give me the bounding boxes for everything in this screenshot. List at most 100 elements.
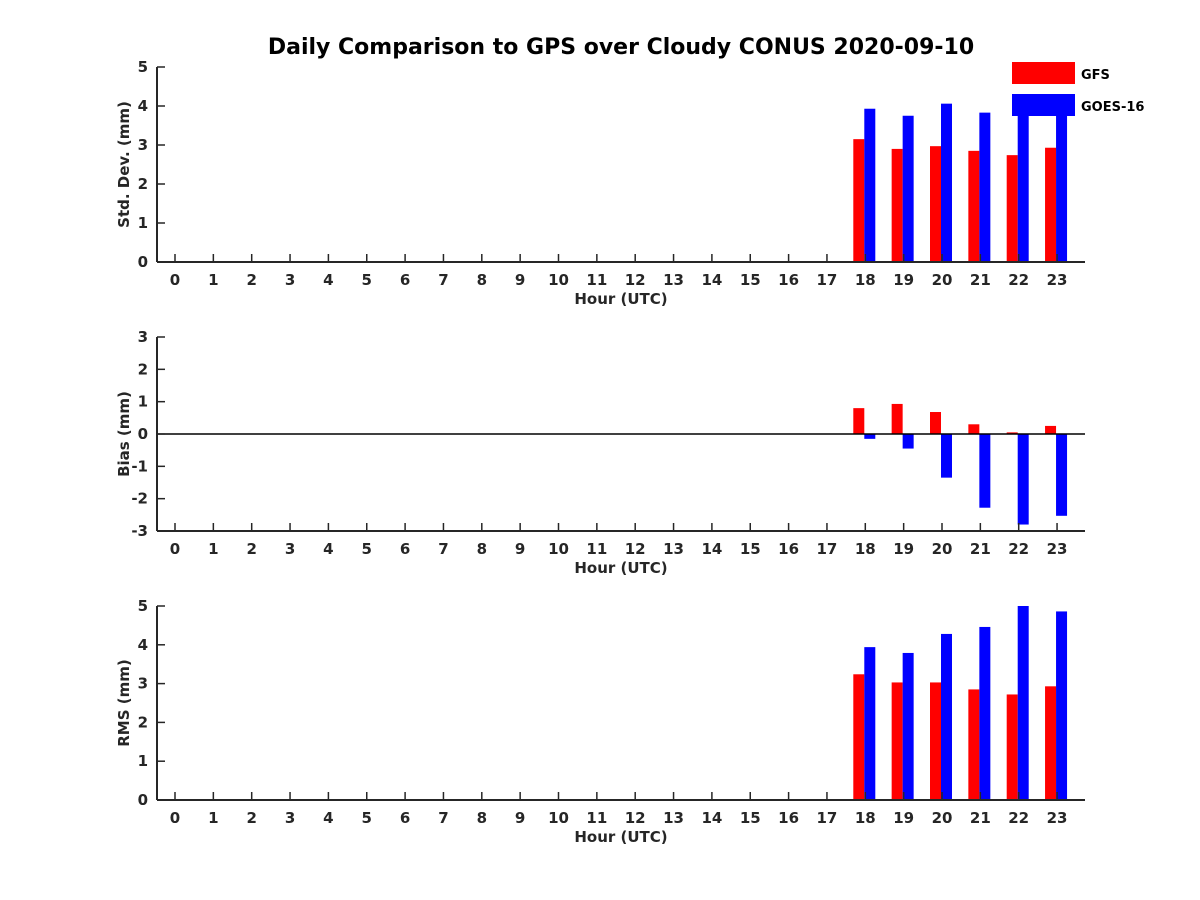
- y-tick-label: 5: [138, 58, 148, 76]
- x-tick-label: 7: [438, 809, 448, 827]
- x-tick-label: 3: [285, 809, 295, 827]
- bar-gfs-22: [1006, 432, 1018, 434]
- y-tick-label: -2: [131, 490, 148, 508]
- x-tick-label: 0: [170, 271, 180, 289]
- x-tick-label: 2: [246, 809, 256, 827]
- bar-gfs-19: [891, 148, 903, 262]
- x-tick-label: 0: [170, 809, 180, 827]
- x-tick-label: 10: [548, 809, 569, 827]
- x-tick-label: 3: [285, 540, 295, 558]
- x-tick-label: 4: [323, 809, 333, 827]
- bar-goes-16-23: [1056, 434, 1068, 516]
- x-tick-label: 13: [663, 271, 684, 289]
- x-tick-label: 11: [586, 540, 607, 558]
- y-tick-label: 1: [138, 214, 148, 232]
- legend-label-goes-16: GOES-16: [1081, 100, 1144, 115]
- x-tick-label: 1: [208, 540, 218, 558]
- x-tick-label: 16: [778, 809, 799, 827]
- x-tick-label: 14: [701, 809, 722, 827]
- y-tick-label: 2: [138, 713, 148, 731]
- bar-gfs-18: [853, 139, 865, 262]
- bar-goes-16-19: [902, 652, 914, 800]
- x-tick-label: 15: [740, 809, 761, 827]
- x-tick-label: 0: [170, 540, 180, 558]
- x-tick-label: 18: [855, 809, 876, 827]
- x-tick-label: 20: [932, 540, 953, 558]
- x-tick-label: 5: [362, 540, 372, 558]
- bars: [853, 606, 1068, 800]
- bar-gfs-19: [891, 403, 903, 434]
- bar-goes-16-23: [1056, 102, 1068, 262]
- x-tick-label: 14: [701, 540, 722, 558]
- y-tick-label: 5: [138, 597, 148, 615]
- x-tick-label: 18: [855, 540, 876, 558]
- bar-goes-16-19: [902, 434, 914, 449]
- y-tick-label: 0: [138, 425, 148, 443]
- x-tick-label: 6: [400, 271, 410, 289]
- x-tick-label: 15: [740, 271, 761, 289]
- bar-gfs-20: [930, 412, 941, 434]
- x-tick-label: 20: [932, 271, 953, 289]
- x-tick-label: 4: [323, 271, 333, 289]
- bar-goes-16-21: [979, 112, 991, 262]
- bar-goes-16-21: [979, 626, 991, 800]
- legend-swatch-goes-16: [1012, 94, 1075, 116]
- x-tick-label: 19: [893, 809, 914, 827]
- bar-goes-16-22: [1017, 434, 1029, 525]
- bar-goes-16-23: [1056, 611, 1068, 800]
- x-tick-label: 1: [208, 271, 218, 289]
- bar-goes-16-21: [979, 434, 991, 508]
- x-tick-label: 21: [970, 271, 991, 289]
- x-tick-label: 10: [548, 540, 569, 558]
- x-tick-label: 2: [246, 271, 256, 289]
- x-tick-label: 9: [515, 540, 525, 558]
- x-tick-label: 7: [438, 271, 448, 289]
- x-tick-label: 5: [362, 809, 372, 827]
- y-tick-label: 4: [138, 636, 148, 654]
- bar-gfs-18: [853, 674, 865, 800]
- bar-goes-16-20: [941, 633, 952, 800]
- x-tick-label: 13: [663, 540, 684, 558]
- y-tick-label: 2: [138, 175, 148, 193]
- bar-goes-16-20: [941, 103, 952, 262]
- bar-gfs-23: [1045, 425, 1057, 434]
- x-tick-label: 12: [625, 540, 646, 558]
- y-axis-label: Std. Dev. (mm): [115, 101, 133, 228]
- x-tick-label: 10: [548, 271, 569, 289]
- x-tick-label: 8: [477, 271, 487, 289]
- y-tick-label: 3: [138, 328, 148, 346]
- legend-swatch-gfs: [1012, 62, 1075, 84]
- bar-gfs-22: [1006, 155, 1018, 262]
- x-tick-label: 18: [855, 271, 876, 289]
- bar-goes-16-20: [941, 434, 952, 478]
- bar-gfs-20: [930, 146, 941, 262]
- bar-goes-16-22: [1017, 606, 1029, 800]
- y-axis-label: RMS (mm): [115, 659, 133, 746]
- x-tick-label: 2: [246, 540, 256, 558]
- x-tick-label: 6: [400, 540, 410, 558]
- x-tick-label: 11: [586, 271, 607, 289]
- y-tick-label: 1: [138, 393, 148, 411]
- x-tick-label: 6: [400, 809, 410, 827]
- x-tick-label: 3: [285, 271, 295, 289]
- x-tick-label: 17: [817, 809, 838, 827]
- bar-gfs-23: [1045, 686, 1057, 800]
- x-tick-label: 20: [932, 809, 953, 827]
- bar-gfs-18: [853, 408, 865, 434]
- bar-gfs-19: [891, 682, 903, 800]
- y-tick-label: 0: [138, 791, 148, 809]
- bar-gfs-23: [1045, 147, 1057, 262]
- bar-goes-16-22: [1017, 98, 1029, 262]
- x-tick-label: 7: [438, 540, 448, 558]
- legend: GFS GOES-16: [1012, 62, 1144, 116]
- x-tick-label: 16: [778, 540, 799, 558]
- y-tick-label: 3: [138, 136, 148, 154]
- x-tick-label: 14: [701, 271, 722, 289]
- x-tick-label: 9: [515, 809, 525, 827]
- x-tick-label: 22: [1008, 540, 1029, 558]
- x-tick-label: 13: [663, 809, 684, 827]
- x-tick-label: 17: [817, 271, 838, 289]
- x-tick-label: 5: [362, 271, 372, 289]
- bar-goes-16-18: [864, 108, 876, 262]
